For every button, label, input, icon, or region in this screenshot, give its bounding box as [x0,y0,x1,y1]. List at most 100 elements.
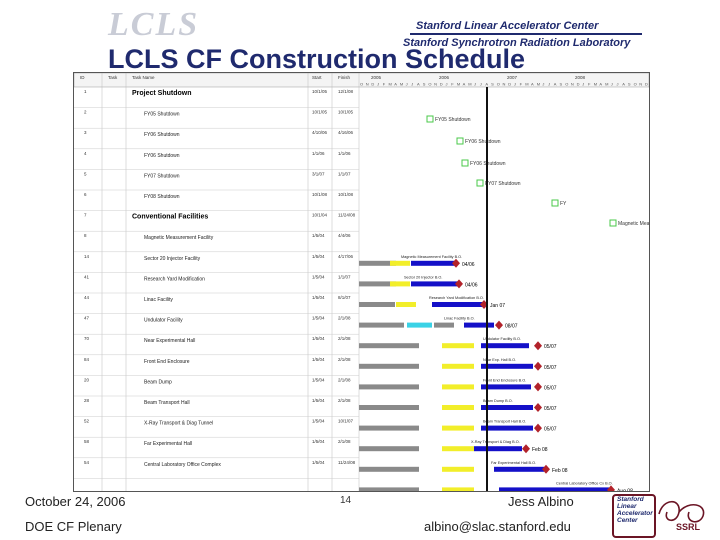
gantt-month-label: M [594,82,597,87]
cf-milestone-date: Jan 07 [490,303,505,309]
lcls-logo: LCLS [108,6,200,43]
gantt-row-start: 10/1/08 [312,192,328,197]
cf-bar-segment [442,466,474,472]
gantt-row-id: 2 [84,110,87,115]
gantt-month-label: J [446,82,448,87]
gantt-row-name: FY07 Shutdown [144,173,180,179]
gantt-row-name: Near Experimental Hall [144,338,195,344]
gantt-row-id: 54 [84,460,90,465]
gantt-row-id: 4 [84,151,87,156]
cf-bar-segment [407,322,432,328]
gantt-row-name: Project Shutdown [132,90,192,97]
gantt-month-label: S [560,82,563,87]
cf-bar-segment [359,487,419,491]
gantt-month-label: A [554,82,557,87]
gantt-row-start: 10/1/04 [312,213,328,218]
gantt-row-id: 70 [84,336,90,341]
ssrl-swirl-icon [658,500,705,523]
gantt-row-id: 8 [84,233,87,238]
gantt-month-label: D [440,82,443,87]
gantt-month-label: A [463,82,466,87]
gantt-schedule: ID Task Task Name Start Finish 2005 2006 2007 20… [73,72,650,492]
gantt-row-id: 5 [84,171,87,176]
cf-bar-segment [359,466,419,472]
gantt-row-start: 1/5/04 [312,295,325,300]
cf-bar-segment [359,281,396,287]
gantt-month-label: M [389,82,392,87]
footer-email: albino@slac.stanford.edu [424,519,571,534]
gantt-month-label: A [531,82,534,87]
cf-milestone [534,403,542,412]
gantt-row-id: 52 [84,419,90,424]
slide-header: LCLS Stanford Linear Accelerator Center … [0,0,720,74]
gantt-column-header: Finish [338,75,351,80]
shutdown-marker [476,179,484,187]
cf-bo-label: Beam Transport Hall B.O. [483,420,526,424]
cf-bar-segment [359,405,419,410]
page-number: 14 [340,495,352,506]
gantt-month-label: J [542,82,544,87]
cf-bo-label: X-Ray Transport & Diag B.O. [471,440,520,444]
gantt-month-label: M [525,82,528,87]
gantt-row-start: 1/5/04 [312,316,325,321]
cf-milestone-date: 05/07 [544,344,557,350]
cf-bar-segment [481,384,531,390]
cf-bar-segment [481,343,529,349]
gantt-month-label: J [411,82,413,87]
cf-bar-segment [359,425,419,431]
gantt-month-label: N [366,82,369,87]
footer-meeting: DOE CF Plenary [25,519,122,534]
gantt-row-finish: 4/4/06 [338,233,351,238]
gantt-month-label: M [605,82,608,87]
cf-bar-segment [359,343,419,349]
gantt-month-label: F [588,82,591,87]
gantt-row-id: 7 [84,213,87,218]
gantt-month-label: J [514,82,516,87]
gantt-month-label: S [423,82,426,87]
cf-milestone [452,258,460,268]
gantt-row-id: 58 [84,439,90,444]
gantt-row-start: 3/1/07 [312,171,325,176]
gantt-row-start: 1/5/04 [312,254,325,259]
footer-date: October 24, 2006 [25,494,126,509]
shutdown-marker [609,219,617,227]
gantt-month-label: J [611,82,613,87]
slac-name: Stanford Linear Accelerator Center [416,20,599,32]
cf-bar-segment [432,302,484,307]
cf-milestone-date: 04/06 [465,282,478,288]
cf-bar-segment [474,446,522,452]
gantt-month-label: N [639,82,642,87]
cf-milestone-date: 05/07 [544,385,557,391]
shutdown-label: Magnetic Measurement Facility B.O. [618,221,649,227]
ssrl-mark: SSRL [676,522,701,532]
gantt-year-label: 2005 [371,75,382,80]
gantt-row-id: 6 [84,192,87,197]
gantt-row-finish: 12/1/08 [338,89,354,94]
gantt-chart: ID Task Task Name Start Finish 2005 2006 2007 20… [74,73,649,491]
cf-bar-segment [390,260,410,266]
gantt-row-start: 1/5/04 [312,357,325,362]
cf-milestone-date: 08/07 [505,324,518,330]
cf-bo-label: Far Experimental Hall B.O. [491,461,536,465]
gantt-row-start: 1/5/04 [312,439,325,444]
cf-bar-segment [442,487,474,491]
gantt-row-id: 41 [84,274,90,279]
gantt-row-finish: 10/1/07 [338,419,354,424]
cf-bo-label: Front End Enclosure B.O. [483,378,526,382]
gantt-row-name: Sector 20 Injector Facility [144,256,201,262]
gantt-month-label: O [565,82,568,87]
cf-milestone-date: Feb 08 [532,447,548,453]
gantt-row-name: Magnetic Measurement Facility [144,235,214,241]
gantt-row-id: 1 [84,89,87,94]
gantt-month-label: J [377,82,379,87]
gantt-row-finish: 2/1/08 [338,336,351,341]
gantt-month-label: D [371,82,374,87]
cf-milestone-date: Feb 08 [552,468,568,474]
gantt-row-finish: 1/1/07 [338,171,351,176]
cf-bar-segment [494,466,544,472]
gantt-month-label: A [417,82,420,87]
gantt-row-name: FY06 Shutdown [144,132,180,138]
gantt-row-name: FY08 Shutdown [144,194,180,200]
header-divider [410,33,642,35]
cf-milestone-date: 05/07 [544,406,557,412]
